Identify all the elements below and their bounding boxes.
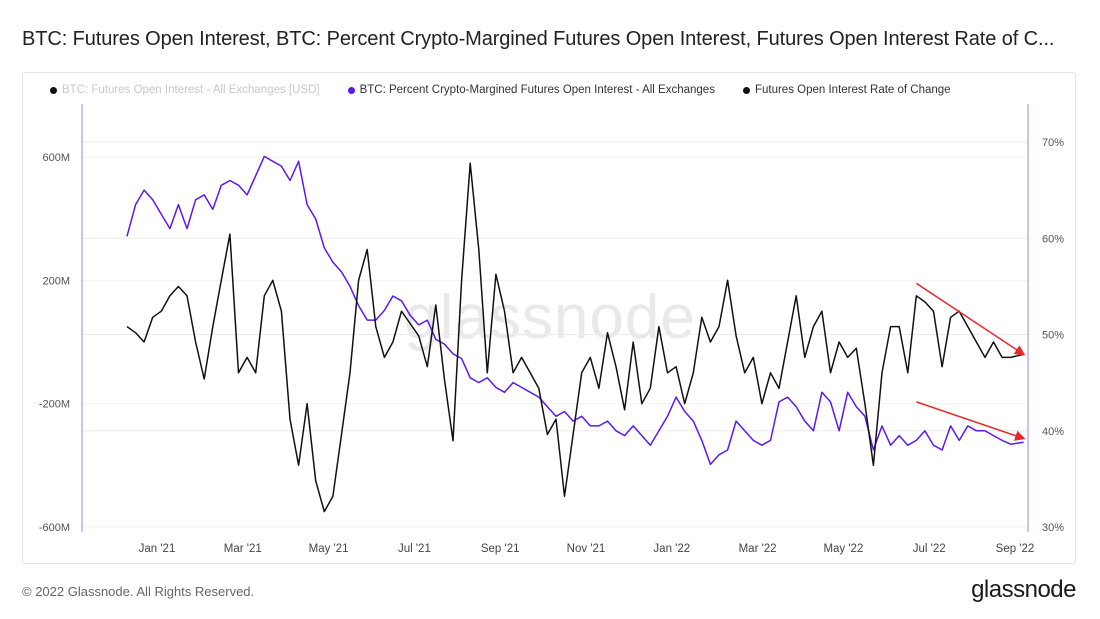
x-tick-label: Jan '22 [653,543,690,555]
chart-card [22,72,1076,564]
series [126,155,1024,513]
legend-label: BTC: Futures Open Interest - All Exchang… [62,84,320,96]
gridlines [82,141,1028,528]
y-right-tick-label: 70% [1042,137,1064,149]
y-right-tick-label: 30% [1042,522,1064,534]
trend-arrow-0 [915,282,1026,356]
series-line-percent-crypto-margined [126,155,1024,466]
y-right-tick-label: 40% [1042,426,1064,438]
legend-label: BTC: Percent Crypto-Margined Futures Ope… [359,84,715,96]
legend-dot-icon [742,86,750,94]
annotations [915,282,1026,441]
chart-title: BTC: Futures Open Interest, BTC: Percent… [22,28,1055,50]
y-right-tick-label: 60% [1042,233,1064,245]
copyright-text: © 2022 Glassnode. All Rights Reserved. [22,584,255,599]
x-tick-label: Jul '21 [398,543,431,555]
legend-item-percent-crypto-margined[interactable]: BTC: Percent Crypto-Margined Futures Ope… [347,84,715,96]
legend-item-rate-of-change[interactable]: Futures Open Interest Rate of Change [742,84,951,96]
legend-dot-icon [347,86,355,94]
x-tick-label: Jan '21 [139,543,176,555]
y-left-tick-label: 200M [42,275,70,287]
y-right-tick-label: 50% [1042,330,1064,342]
x-tick-label: Sep '22 [996,543,1035,555]
chart-legend: BTC: Futures Open Interest - All Exchang… [50,84,951,96]
watermark-text: glassnode [404,283,696,352]
y-left-tick-label: -600M [39,522,70,534]
legend-item-futures-open-interest[interactable]: BTC: Futures Open Interest - All Exchang… [50,84,320,96]
y-left-tick-label: -200M [39,399,70,411]
legend-dot-icon [50,86,57,94]
x-tick-label: Mar '22 [739,543,777,555]
x-tick-label: May '21 [309,543,349,555]
legend-label: Futures Open Interest Rate of Change [754,84,951,96]
x-tick-label: May '22 [823,543,863,555]
y-left-tick-label: 600M [42,152,70,164]
series-line-rate-of-change [126,162,1024,513]
glassnode-logo[interactable]: glassnode [971,576,1076,603]
x-tick-label: Sep '21 [481,543,520,555]
x-tick-label: Jul '22 [913,543,946,555]
x-tick-label: Nov '21 [567,543,606,555]
x-tick-label: Mar '21 [224,543,262,555]
axes: 600M 200M -200M -600M 70% 60% 50% 40% 30% Jan '21… [39,104,1064,555]
trend-arrow-1 [916,401,1026,441]
